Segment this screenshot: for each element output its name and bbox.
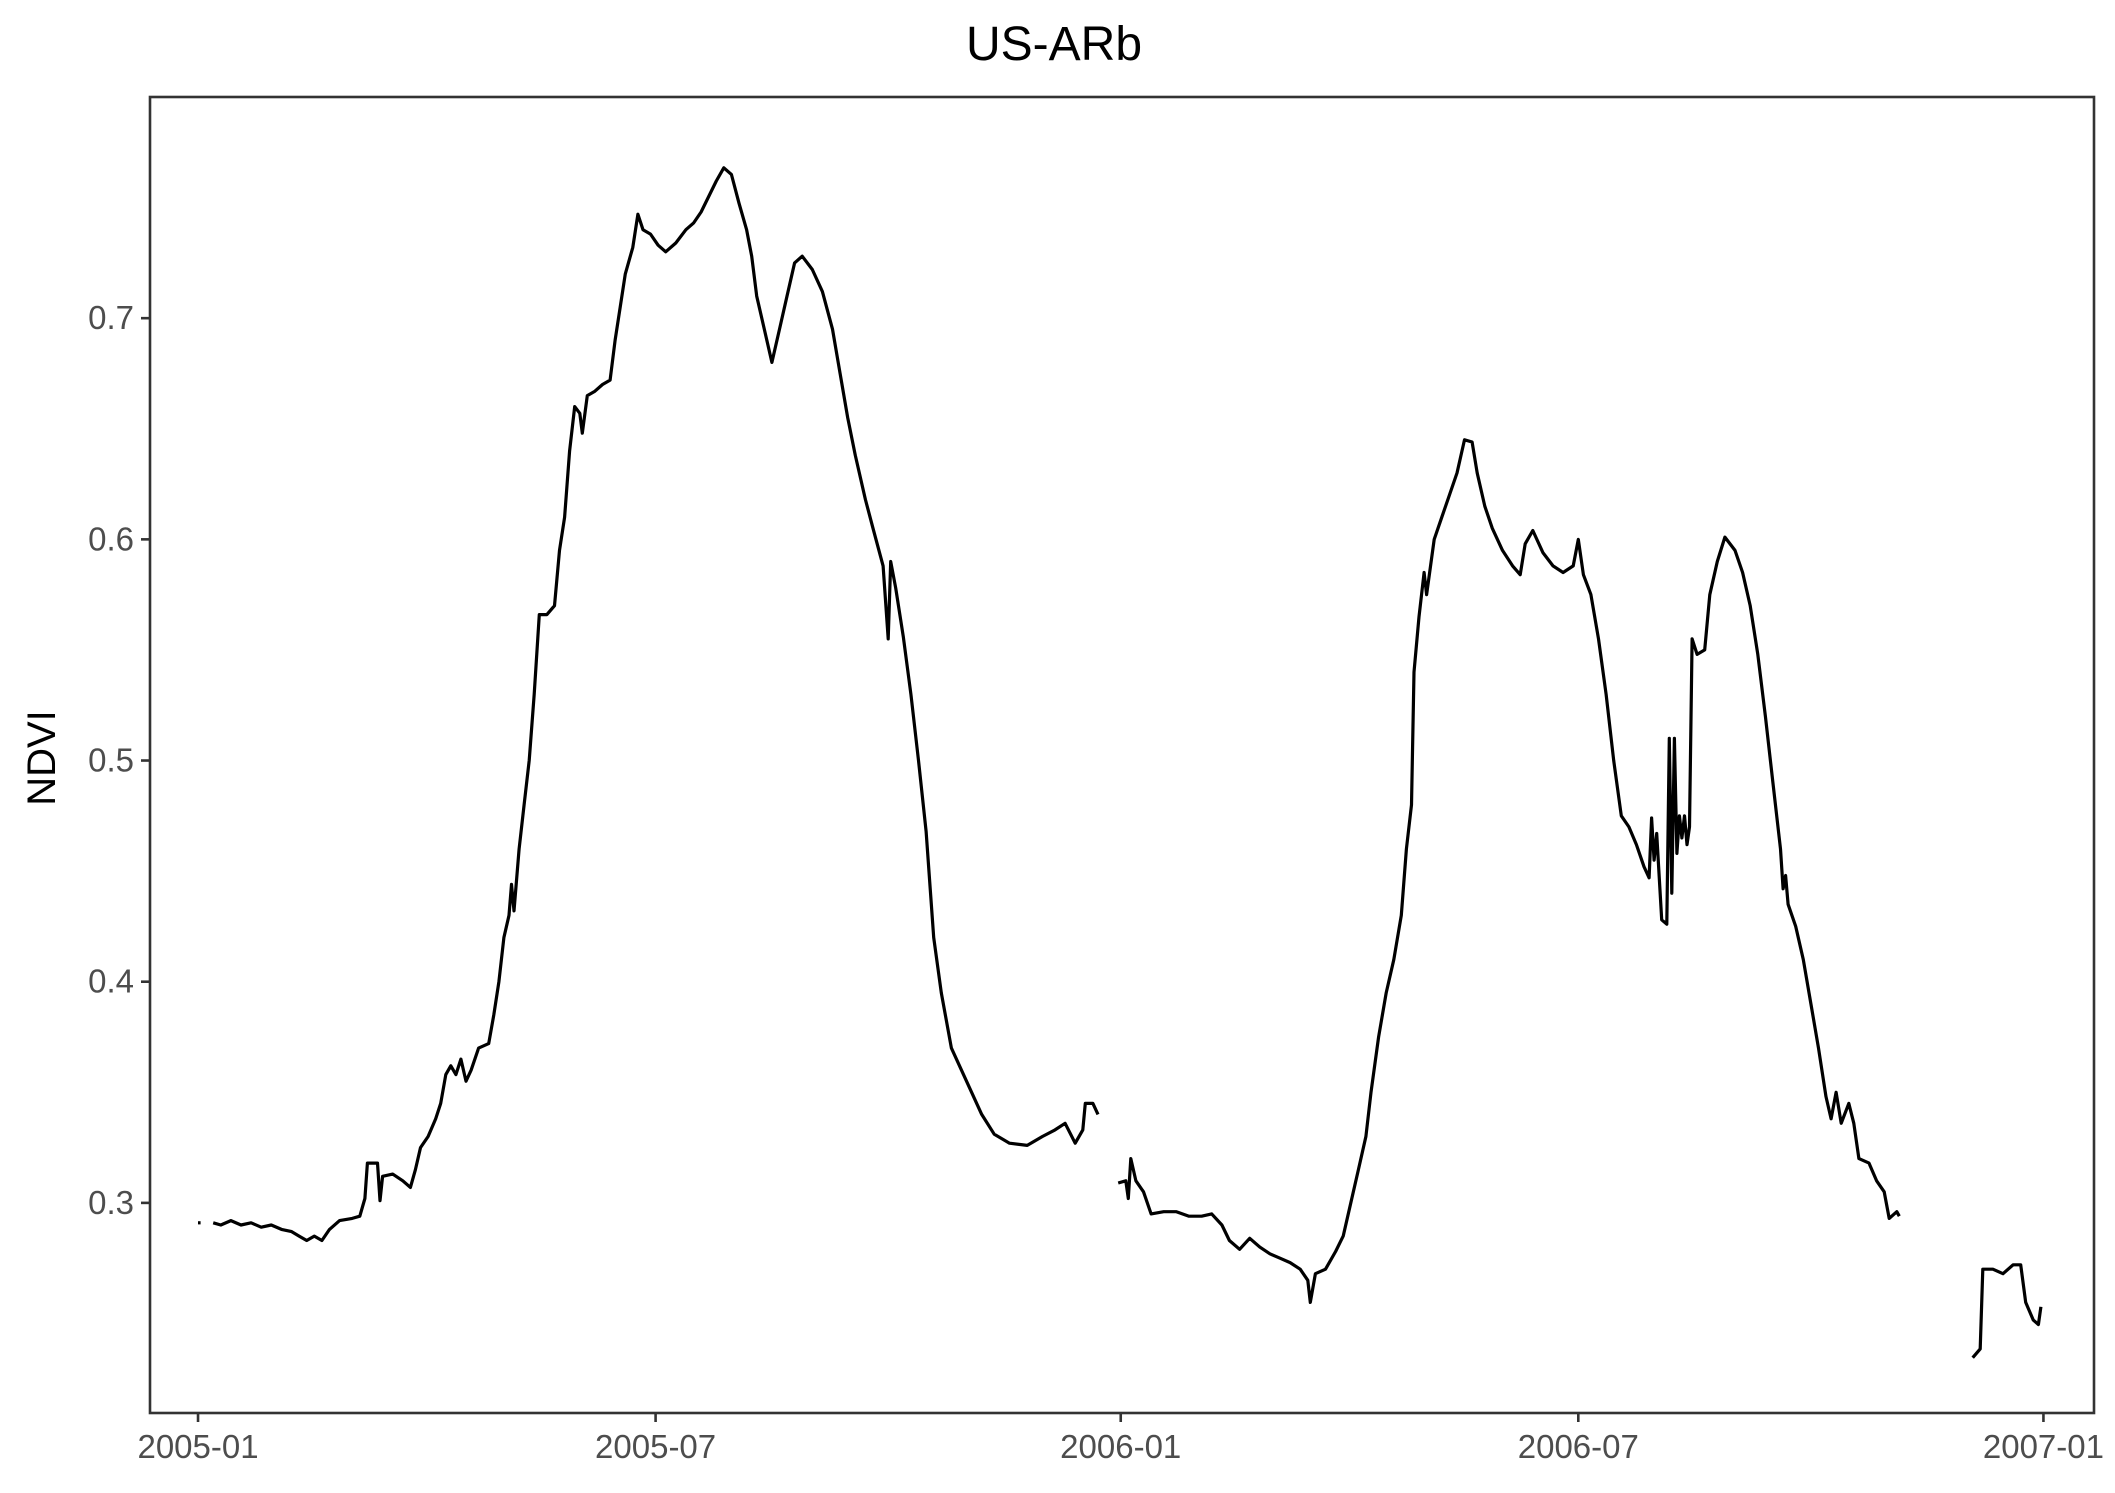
y-axis-title: NDVI	[20, 710, 64, 806]
y-tick-label: 0.5	[88, 742, 134, 779]
x-tick-label: 2007-01	[1983, 1428, 2104, 1465]
ndvi-line-segment-4	[1971, 1263, 2043, 1359]
plot-panel-border	[148, 95, 2096, 1415]
x-tick-label: 2006-01	[1060, 1428, 1181, 1465]
x-axis: 2005-01 2005-07 2006-01 2006-07 2007-01	[137, 1413, 2104, 1465]
ndvi-line-segment-3	[1117, 438, 1901, 1304]
ndvi-line-segment-2	[212, 166, 1100, 1243]
y-tick-label: 0.3	[88, 1184, 134, 1221]
y-tick-label: 0.6	[88, 520, 134, 557]
chart-title: US-ARb	[966, 18, 1142, 71]
y-tick-label: 0.4	[88, 963, 134, 1000]
x-tick-label: 2005-01	[137, 1428, 258, 1465]
x-tick-label: 2006-07	[1518, 1428, 1639, 1465]
y-tick-label: 0.7	[88, 299, 134, 336]
x-tick-label: 2005-07	[595, 1428, 716, 1465]
y-axis: 0.3 0.4 0.5 0.6 0.7	[88, 299, 150, 1221]
ndvi-series	[198, 166, 2043, 1359]
